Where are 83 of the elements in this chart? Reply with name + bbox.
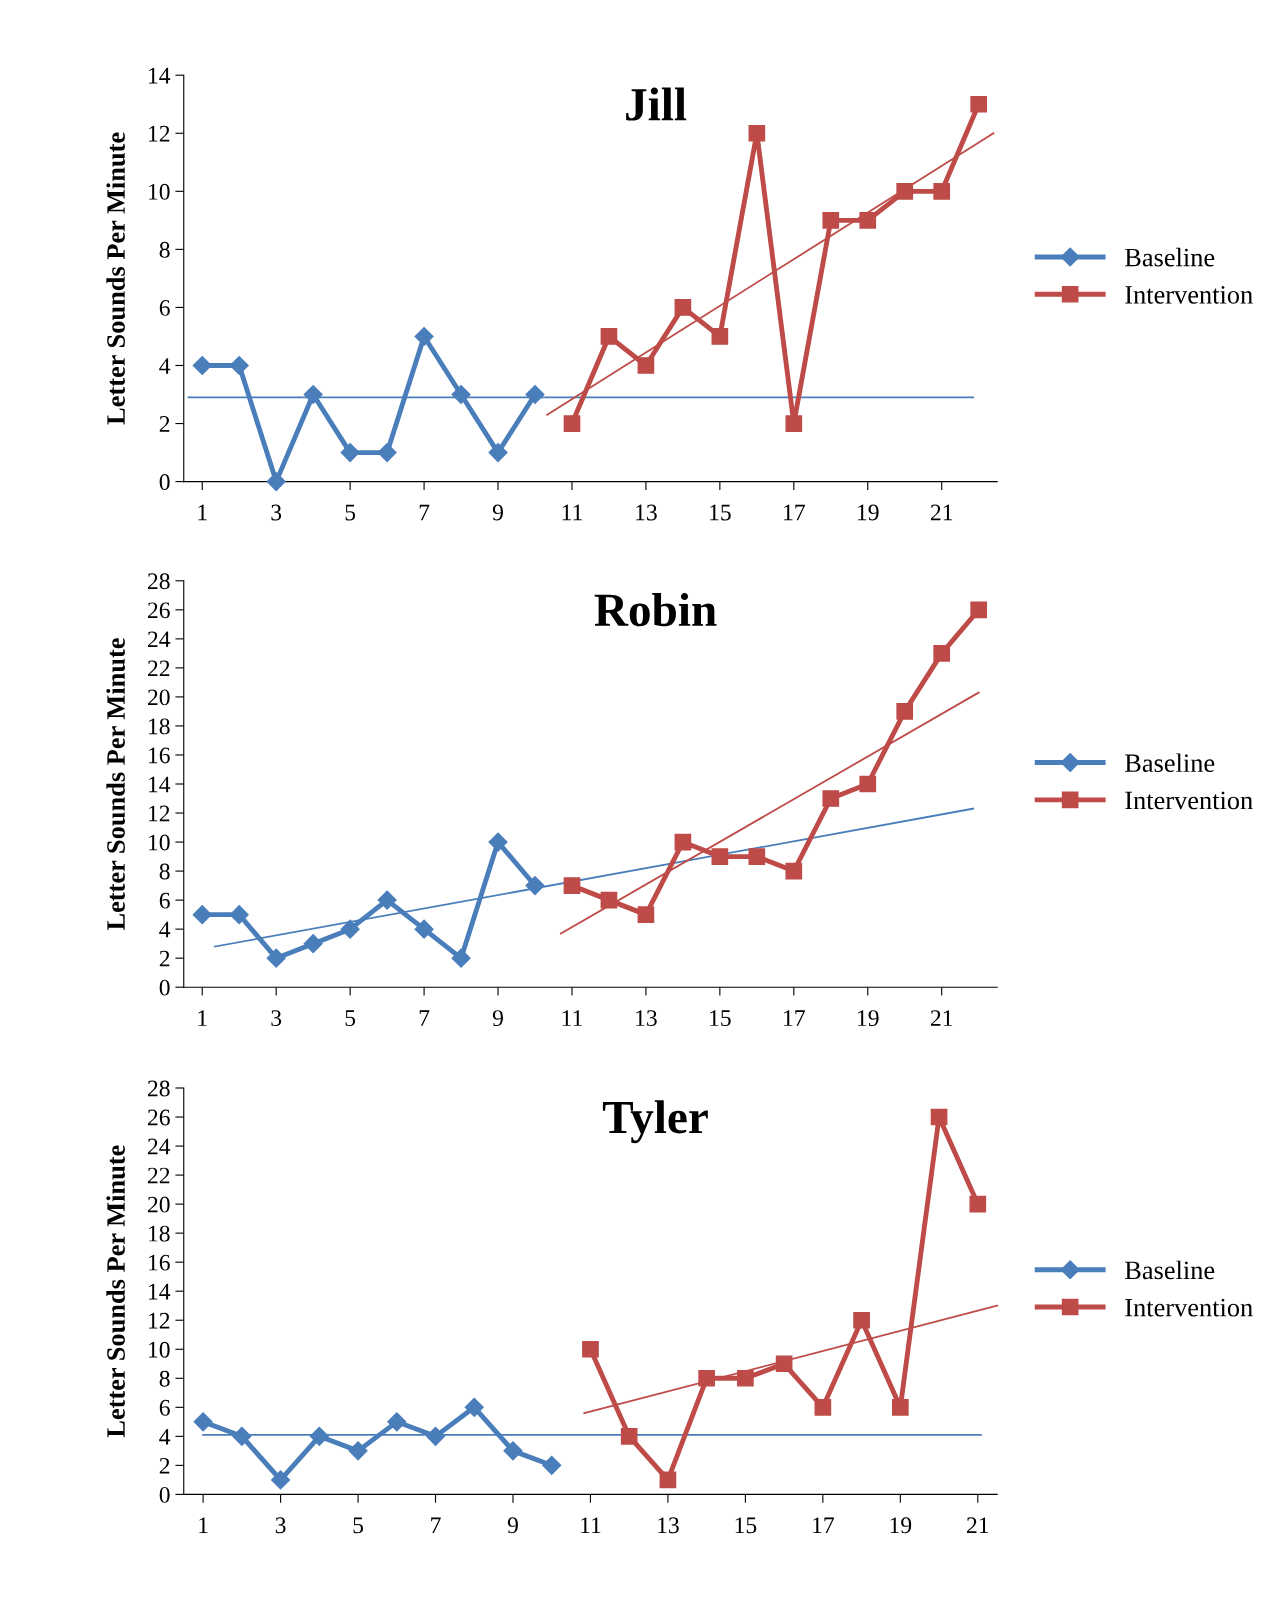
x-tick-label: 19: [858, 504, 879, 521]
x-tick-label: 15: [735, 1517, 757, 1534]
y-tick-label: 10: [149, 1341, 170, 1358]
y-tick-label: 16: [149, 1254, 170, 1271]
y-tick-label: 20: [147, 1196, 170, 1213]
x-tick-label: 9: [492, 1010, 503, 1027]
y-tick-label: 4: [159, 921, 171, 938]
x-tick-label: 3: [271, 504, 282, 521]
y-tick-label: 22: [147, 660, 170, 677]
y-tick-label: 8: [159, 863, 170, 880]
legend-label: Intervention: [1125, 791, 1253, 810]
y-tick-label: 0: [159, 474, 170, 491]
x-tick-label: 1: [198, 1010, 207, 1026]
x-tick-label: 21: [930, 1010, 953, 1026]
legend-label: Intervention: [1125, 286, 1253, 304]
y-tick-label: 4: [159, 1428, 171, 1445]
y-tick-label: 18: [149, 718, 170, 735]
legend-label: Baseline: [1125, 247, 1215, 267]
y-tick-label: 26: [147, 1109, 170, 1126]
y-tick-label: 24: [147, 631, 171, 648]
y-tick-label: 2: [159, 1457, 170, 1474]
x-tick-label: 5: [353, 1517, 364, 1534]
x-tick-label: 13: [658, 1517, 679, 1534]
x-tick-label: 11: [562, 1010, 582, 1026]
x-tick-label: 9: [492, 504, 503, 521]
y-tick-label: 0: [159, 979, 170, 996]
x-tick-label: 15: [710, 504, 731, 521]
y-axis-title: Letter Sounds Per Minute: [106, 638, 125, 931]
y-tick-label: 28: [147, 573, 170, 590]
y-tick-label: 6: [159, 1399, 170, 1416]
chart-title: Tyler: [602, 1100, 708, 1144]
x-tick-label: 9: [507, 1517, 518, 1534]
y-axis-title: Letter Sounds Per Minute: [106, 1145, 125, 1438]
y-tick-label: 0: [159, 1486, 170, 1503]
x-tick-label: 7: [431, 1517, 441, 1534]
x-tick-label: 7: [419, 504, 430, 521]
x-tick-label: 3: [275, 1517, 286, 1534]
x-tick-label: 5: [345, 504, 356, 521]
y-axis-title: Letter Sounds Per Minute: [106, 132, 125, 425]
x-tick-label: 7: [419, 1010, 430, 1026]
y-tick-label: 22: [147, 1167, 170, 1184]
y-tick-label: 28: [147, 1080, 170, 1097]
y-tick-label: 10: [149, 183, 170, 200]
y-tick-label: 2: [159, 416, 170, 432]
legend-label: Baseline: [1125, 753, 1215, 773]
y-tick-label: 14: [149, 67, 171, 84]
x-tick-label: 1: [198, 504, 207, 521]
y-tick-label: 12: [149, 805, 170, 822]
y-tick-label: 6: [159, 892, 170, 909]
y-tick-label: 8: [159, 241, 170, 258]
y-tick-label: 24: [147, 1138, 171, 1155]
y-tick-label: 12: [149, 125, 170, 142]
x-tick-label: 19: [858, 1010, 879, 1027]
x-tick-label: 5: [345, 1010, 356, 1027]
x-tick-label: 19: [890, 1517, 912, 1534]
y-tick-label: 20: [147, 689, 170, 706]
y-tick-label: 26: [147, 602, 170, 619]
x-tick-label: 1: [199, 1517, 208, 1534]
x-tick-label: 21: [930, 504, 953, 521]
legend-label: Intervention: [1125, 1298, 1253, 1317]
y-tick-label: 6: [159, 299, 170, 316]
y-tick-label: 16: [149, 747, 170, 764]
y-tick-label: 4: [159, 358, 171, 374]
chart-title: Robin: [594, 592, 717, 627]
x-tick-label: 13: [636, 1010, 657, 1027]
x-tick-label: 3: [271, 1010, 282, 1027]
x-tick-label: 17: [813, 1517, 834, 1534]
x-tick-label: 11: [581, 1517, 601, 1534]
x-tick-label: 15: [710, 1010, 731, 1027]
x-tick-label: 17: [784, 504, 805, 521]
y-tick-label: 2: [159, 950, 170, 967]
y-tick-label: 14: [149, 776, 171, 793]
y-tick-label: 8: [159, 1370, 170, 1387]
x-tick-label: 13: [636, 504, 657, 521]
y-tick-label: 18: [149, 1225, 170, 1242]
chart-title: Jill: [626, 87, 687, 121]
y-tick-label: 10: [149, 834, 170, 851]
x-tick-label: 17: [784, 1010, 805, 1026]
y-tick-label: 14: [149, 1283, 171, 1300]
x-tick-label: 11: [562, 504, 582, 521]
legend-label: Baseline: [1125, 1260, 1215, 1280]
y-tick-label: 12: [149, 1312, 170, 1329]
x-tick-label: 21: [967, 1517, 989, 1534]
